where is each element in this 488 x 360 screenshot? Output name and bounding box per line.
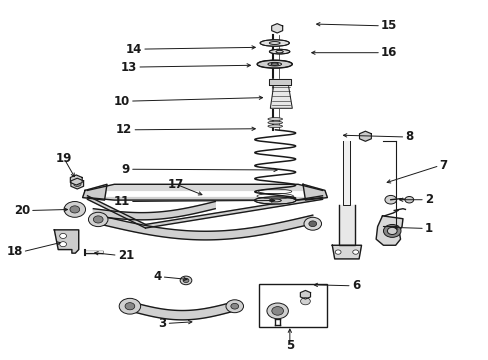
Text: 7: 7 — [439, 159, 447, 172]
Polygon shape — [303, 184, 327, 200]
Polygon shape — [145, 196, 322, 228]
Circle shape — [384, 195, 396, 204]
Circle shape — [308, 221, 316, 226]
Polygon shape — [87, 184, 322, 190]
Text: 12: 12 — [116, 123, 132, 136]
Circle shape — [383, 225, 400, 237]
Circle shape — [334, 250, 340, 254]
Circle shape — [266, 303, 288, 319]
Polygon shape — [130, 302, 234, 320]
Text: 21: 21 — [118, 249, 134, 262]
Polygon shape — [270, 85, 292, 108]
Circle shape — [125, 303, 135, 310]
Polygon shape — [343, 140, 349, 205]
Polygon shape — [70, 175, 82, 185]
Polygon shape — [82, 184, 107, 200]
Circle shape — [304, 217, 321, 230]
Polygon shape — [93, 202, 215, 220]
Ellipse shape — [257, 60, 292, 68]
Circle shape — [180, 276, 191, 285]
Bar — [259, 284, 327, 327]
Circle shape — [93, 216, 103, 223]
Circle shape — [225, 300, 243, 313]
Ellipse shape — [267, 121, 282, 124]
Text: 2: 2 — [424, 193, 432, 206]
Polygon shape — [71, 178, 83, 189]
Circle shape — [271, 307, 283, 315]
Polygon shape — [87, 196, 145, 228]
Text: 15: 15 — [380, 19, 397, 32]
Circle shape — [60, 242, 66, 247]
Circle shape — [60, 233, 66, 238]
Text: 6: 6 — [351, 279, 359, 292]
Circle shape — [230, 303, 238, 309]
Circle shape — [70, 206, 80, 213]
Circle shape — [73, 181, 81, 186]
Polygon shape — [375, 216, 402, 245]
Circle shape — [64, 202, 85, 217]
Text: 5: 5 — [285, 339, 293, 352]
Polygon shape — [87, 198, 322, 200]
Polygon shape — [331, 245, 361, 259]
Polygon shape — [54, 230, 79, 253]
Circle shape — [119, 298, 141, 314]
Polygon shape — [300, 291, 310, 299]
Circle shape — [386, 227, 396, 234]
Text: 1: 1 — [424, 222, 432, 235]
Polygon shape — [359, 131, 370, 141]
Polygon shape — [269, 78, 290, 85]
Text: 17: 17 — [168, 178, 184, 191]
Circle shape — [183, 278, 188, 283]
Text: 10: 10 — [113, 95, 130, 108]
Polygon shape — [338, 205, 354, 245]
Text: 9: 9 — [122, 163, 130, 176]
Text: 11: 11 — [113, 195, 130, 208]
Text: 8: 8 — [405, 130, 413, 144]
Circle shape — [300, 298, 310, 305]
Text: 16: 16 — [380, 46, 397, 59]
Ellipse shape — [267, 125, 282, 128]
Ellipse shape — [260, 40, 289, 46]
Text: 4: 4 — [153, 270, 161, 283]
Text: 20: 20 — [14, 204, 30, 217]
Polygon shape — [98, 215, 312, 240]
Circle shape — [88, 212, 108, 226]
Ellipse shape — [267, 118, 282, 121]
Ellipse shape — [254, 197, 295, 204]
Circle shape — [352, 250, 358, 254]
Text: 13: 13 — [121, 60, 137, 73]
Ellipse shape — [270, 63, 278, 66]
Polygon shape — [271, 24, 282, 33]
Text: 14: 14 — [125, 42, 142, 55]
Ellipse shape — [269, 49, 289, 54]
Text: 19: 19 — [56, 152, 72, 165]
Text: 18: 18 — [6, 245, 22, 258]
Circle shape — [404, 197, 413, 203]
Text: 3: 3 — [158, 317, 166, 330]
